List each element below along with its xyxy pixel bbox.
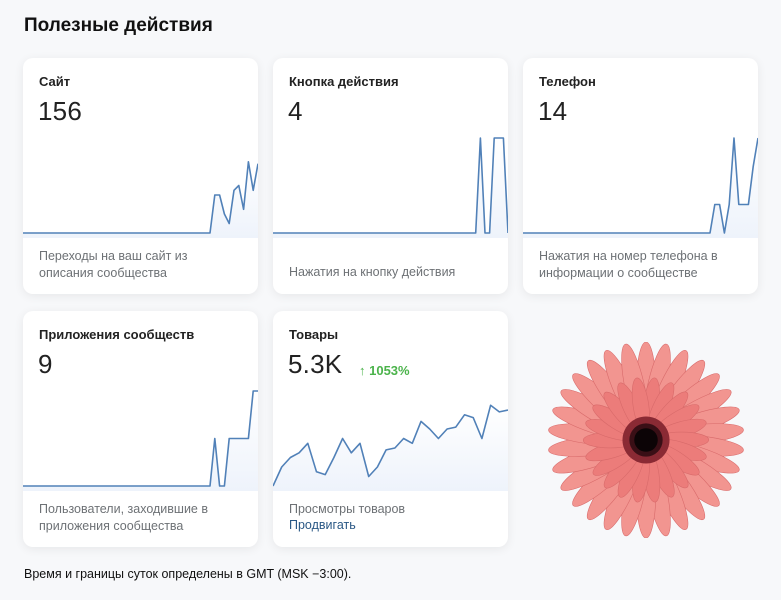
- card-products[interactable]: Товары 5.3K ↑ 1053% Просмотры товаров Пр…: [273, 311, 508, 547]
- card-value: 4: [288, 96, 303, 126]
- card-description: Переходы на ваш сайт из описания сообщес…: [39, 249, 188, 280]
- sparkline-line: [273, 137, 508, 234]
- sparkline-chart: [523, 137, 758, 238]
- promote-link[interactable]: Продвигать: [289, 518, 356, 532]
- card-site[interactable]: Сайт 156 Переходы на ваш сайт из описани…: [23, 58, 258, 294]
- sparkline-chart: [273, 137, 508, 238]
- card-title: Кнопка действия: [289, 74, 399, 89]
- page-title: Полезные действия: [24, 15, 213, 36]
- card-description: Пользователи, заходившие в приложения со…: [39, 502, 208, 533]
- card-value: 5.3K: [288, 349, 343, 379]
- card-title: Сайт: [39, 74, 71, 89]
- card-description: Нажатия на номер телефона в информации о…: [539, 249, 718, 280]
- sparkline-chart: [23, 390, 258, 491]
- card-value: 14: [538, 96, 568, 126]
- sparkline-area: [23, 391, 258, 491]
- sparkline-line: [273, 404, 508, 487]
- card-value: 9: [38, 349, 53, 379]
- growth-badge: ↑ 1053%: [359, 363, 410, 378]
- card-description: Просмотры товаров: [289, 502, 406, 516]
- sparkline-line: [23, 161, 258, 234]
- sparkline-chart: [23, 161, 258, 238]
- flower-image: [548, 342, 744, 538]
- card-action-button[interactable]: Кнопка действия 4 Нажатия на кнопку дейс…: [273, 58, 508, 294]
- timezone-note: Время и границы суток определены в GMT (…: [24, 567, 352, 581]
- sparkline-line: [523, 137, 758, 234]
- sparkline-chart: [273, 404, 508, 491]
- card-title: Телефон: [539, 74, 596, 89]
- sparkline-area: [23, 161, 258, 238]
- sparkline-area: [273, 138, 508, 238]
- card-description: Нажатия на кнопку действия: [289, 265, 456, 279]
- sparkline-area: [273, 405, 508, 491]
- card-community-apps[interactable]: Приложения сообществ 9 Пользователи, зах…: [23, 311, 258, 547]
- card-value: 156: [38, 96, 82, 126]
- card-phone[interactable]: Телефон 14 Нажатия на номер телефона в и…: [523, 58, 758, 294]
- card-title: Товары: [289, 327, 339, 342]
- card-title: Приложения сообществ: [39, 327, 195, 342]
- sparkline-line: [23, 390, 258, 487]
